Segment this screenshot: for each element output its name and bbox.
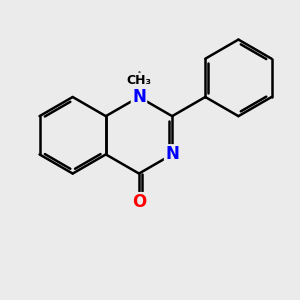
Text: CH₃: CH₃ [127,74,152,87]
Text: N: N [165,146,179,164]
Text: O: O [132,193,146,211]
Text: N: N [132,88,146,106]
